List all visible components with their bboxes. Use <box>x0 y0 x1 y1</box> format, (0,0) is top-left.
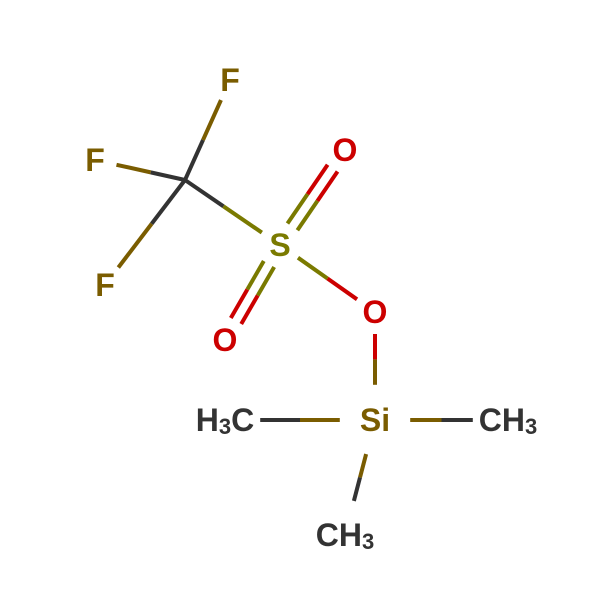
atom-F1: F <box>85 142 105 178</box>
bond-segment <box>118 224 151 268</box>
bond-segment <box>298 258 328 279</box>
atom-F2: F <box>220 62 240 98</box>
bond-segment <box>247 261 263 289</box>
atom-O1: O <box>333 132 358 168</box>
bond-segment <box>152 180 185 224</box>
bond-segment <box>185 180 223 206</box>
bond-segment <box>354 478 360 501</box>
bond-segment <box>231 289 247 317</box>
bond-segment <box>185 140 203 180</box>
bond-segment <box>116 165 150 173</box>
bond-segment <box>151 172 185 180</box>
atom-Si: Si <box>360 402 390 438</box>
atom-CH3_bottom: CH3 <box>316 517 374 554</box>
chemical-structure-diagram: F F F O O O S Si H3C CH3 CH3 <box>0 0 600 600</box>
bond-segment <box>203 100 221 140</box>
atom-O2: O <box>213 322 238 358</box>
bond-segment <box>241 296 257 324</box>
atom-F3: F <box>95 267 115 303</box>
atom-O3: O <box>363 294 388 330</box>
atom-S: S <box>269 227 290 263</box>
bond-segment <box>360 454 366 477</box>
bond-segment <box>328 279 358 300</box>
atom-CH3_left: H3C <box>196 402 254 439</box>
atom-CH3_right: CH3 <box>479 402 537 439</box>
bond-segment <box>258 267 274 295</box>
bond-segment <box>223 206 261 232</box>
